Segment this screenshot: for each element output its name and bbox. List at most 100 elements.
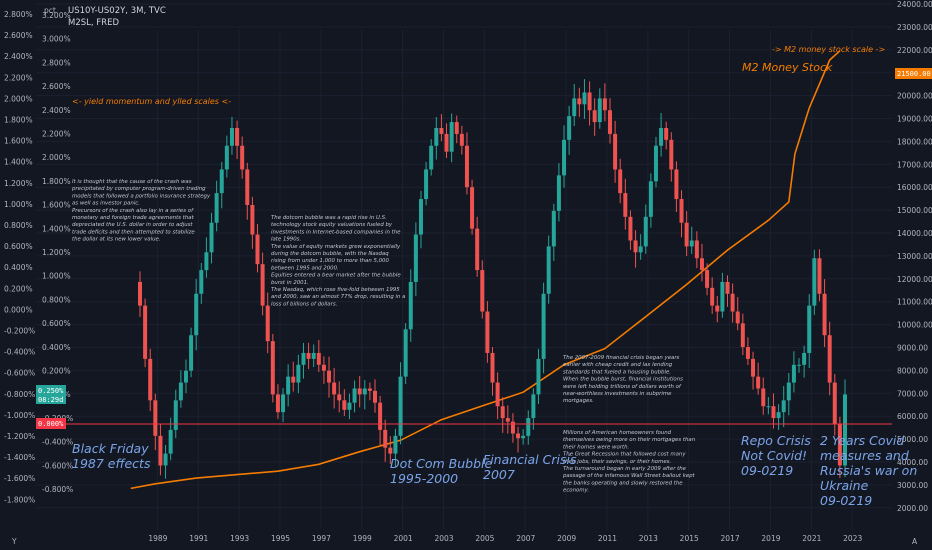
candle-body[interactable]: [735, 311, 740, 324]
candle-body[interactable]: [720, 281, 725, 312]
candle-body[interactable]: [475, 228, 480, 271]
candle-body[interactable]: [143, 305, 148, 359]
y-axis-inner[interactable]: 3.200% 3.000% 2.800% 2.600% 2.400% 2.200% 2.00…: [42, 11, 73, 494]
candle-body[interactable]: [807, 305, 812, 353]
candle-body[interactable]: [541, 293, 546, 359]
candle-body[interactable]: [163, 453, 168, 466]
candle-body[interactable]: [582, 92, 587, 105]
candle-body[interactable]: [367, 388, 372, 391]
candle-body[interactable]: [699, 258, 704, 271]
candle-body[interactable]: [638, 246, 643, 253]
candle-body[interactable]: [209, 222, 214, 253]
candle-body[interactable]: [301, 352, 306, 365]
candle-body[interactable]: [791, 364, 796, 383]
bottom-left-toggle-icon[interactable]: Y: [11, 537, 17, 546]
candle-body[interactable]: [424, 169, 429, 200]
candle-body[interactable]: [572, 98, 577, 117]
candle-body[interactable]: [178, 382, 183, 401]
candle-body[interactable]: [653, 145, 658, 182]
candle-body[interactable]: [837, 424, 842, 466]
candle-body[interactable]: [510, 421, 515, 434]
candle-body[interactable]: [526, 418, 531, 436]
candle-body[interactable]: [194, 293, 199, 336]
candle-body[interactable]: [449, 122, 454, 152]
candle-body[interactable]: [240, 145, 245, 170]
candle-body[interactable]: [357, 388, 362, 395]
candle-body[interactable]: [398, 376, 403, 436]
candle-body[interactable]: [531, 394, 536, 419]
candle-body[interactable]: [250, 204, 255, 235]
bottom-right-toggle-icon[interactable]: A: [912, 537, 918, 546]
candle-body[interactable]: [822, 293, 827, 336]
candle-body[interactable]: [270, 341, 275, 395]
candle-body[interactable]: [383, 429, 388, 448]
candle-body[interactable]: [562, 139, 567, 176]
candle-body[interactable]: [138, 281, 142, 306]
candle-body[interactable]: [802, 352, 807, 365]
candle-body[interactable]: [669, 139, 674, 170]
candle-body[interactable]: [659, 128, 664, 146]
candle-body[interactable]: [148, 358, 153, 401]
candle-body[interactable]: [434, 128, 439, 146]
candle-body[interactable]: [306, 352, 311, 359]
candle-body[interactable]: [832, 382, 837, 424]
candle-body[interactable]: [281, 394, 286, 413]
candle-body[interactable]: [286, 376, 291, 395]
candle-body[interactable]: [439, 128, 444, 134]
secondary-series-title[interactable]: M2SL, FRED: [68, 18, 119, 28]
candle-body[interactable]: [827, 335, 832, 383]
candle-body[interactable]: [255, 234, 260, 265]
candle-body[interactable]: [373, 390, 377, 403]
candle-body[interactable]: [812, 258, 817, 306]
candle-body[interactable]: [347, 402, 352, 410]
y-axis-left[interactable]: 2.800% 2.600% 2.400% 2.200% 2.000% 1.800% 1.60…: [4, 10, 35, 504]
candle-body[interactable]: [725, 281, 730, 294]
candle-body[interactable]: [224, 145, 229, 170]
candle-body[interactable]: [199, 270, 204, 294]
candle-body[interactable]: [393, 435, 398, 454]
candle-body[interactable]: [485, 311, 490, 353]
candle-body[interactable]: [618, 169, 623, 194]
candle-body[interactable]: [321, 364, 326, 371]
candle-body[interactable]: [689, 240, 694, 247]
candle-body[interactable]: [296, 364, 301, 383]
candle-body[interactable]: [311, 352, 316, 359]
candle-body[interactable]: [567, 116, 572, 140]
candle-body[interactable]: [332, 382, 337, 395]
candle-body[interactable]: [786, 382, 791, 401]
candle-body[interactable]: [740, 323, 745, 348]
candle-body[interactable]: [613, 133, 618, 170]
candle-body[interactable]: [464, 145, 469, 188]
candle-body[interactable]: [480, 270, 485, 312]
candle-body[interactable]: [597, 98, 602, 123]
candle-body[interactable]: [694, 240, 699, 259]
candle-body[interactable]: [546, 246, 551, 294]
candle-body[interactable]: [623, 193, 628, 217]
candle-body[interactable]: [776, 412, 781, 419]
candle-body[interactable]: [628, 216, 633, 241]
candle-body[interactable]: [608, 110, 612, 134]
candle-body[interactable]: [751, 358, 756, 377]
candle-body[interactable]: [710, 287, 715, 306]
candle-body[interactable]: [797, 364, 802, 366]
candle-body[interactable]: [454, 122, 459, 134]
candle-body[interactable]: [429, 145, 434, 170]
y-axis-right[interactable]: 24000.0023000.0022000.0021000.0020000.00…: [897, 0, 932, 513]
symbol-title[interactable]: US10Y-US02Y, 3M, TVC: [68, 6, 166, 16]
candle-body[interactable]: [173, 400, 178, 430]
candle-body[interactable]: [771, 406, 776, 419]
candle-body[interactable]: [229, 128, 234, 146]
candle-body[interactable]: [843, 394, 847, 466]
candle-body[interactable]: [817, 258, 822, 294]
candle-body[interactable]: [715, 305, 720, 312]
candle-body[interactable]: [337, 394, 342, 401]
candle-body[interactable]: [219, 169, 224, 194]
m2-last-price-tag[interactable]: 21500.00: [895, 68, 932, 79]
candle-body[interactable]: [378, 402, 383, 430]
candle-body[interactable]: [587, 92, 592, 111]
candle-body[interactable]: [521, 435, 526, 439]
candle-body[interactable]: [495, 382, 500, 407]
candle-body[interactable]: [189, 335, 194, 371]
candle-body[interactable]: [403, 329, 408, 377]
candle-body[interactable]: [352, 388, 357, 403]
